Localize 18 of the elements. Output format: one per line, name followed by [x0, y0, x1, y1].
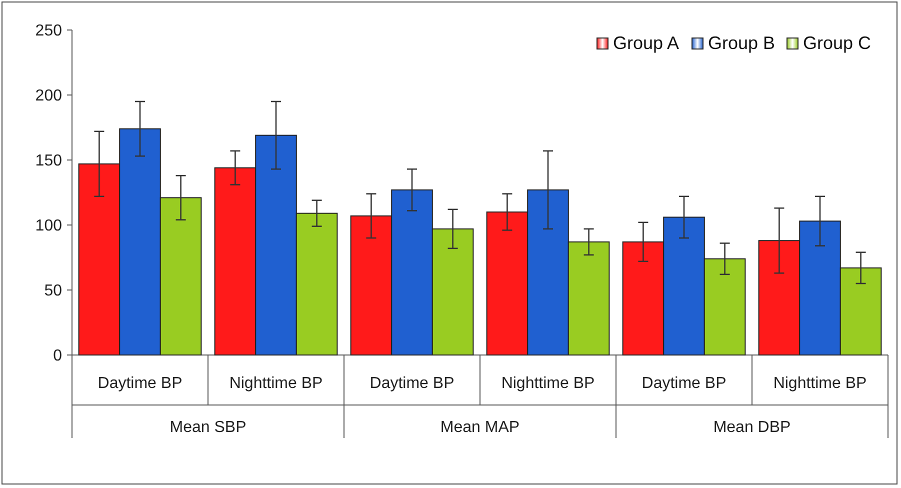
x-tick-label: Nighttime BP [773, 375, 867, 392]
y-tick-label: 50 [44, 282, 62, 300]
x-tick-label: Daytime BP [98, 375, 182, 392]
x-tick-label: Daytime BP [642, 375, 726, 392]
y-tick-label: 150 [35, 152, 62, 170]
text: Mean DBP [713, 419, 791, 436]
x-tick-label: Nighttime BP [229, 375, 323, 392]
text: Mean SBP [170, 419, 246, 436]
text: Mean MAP [440, 419, 520, 436]
y-tick-label: 250 [35, 22, 62, 40]
legend-label: Group B [708, 33, 776, 53]
y-tick-label: 100 [35, 218, 62, 235]
x-tick-label: Daytime BP [370, 375, 454, 392]
y-tick-label: 200 [35, 88, 62, 105]
y-tick-label: 0 [53, 348, 62, 365]
legend-label: Group A [613, 33, 680, 53]
legend-label: Group C [803, 33, 872, 53]
x-tick-label: Nighttime BP [501, 375, 595, 392]
